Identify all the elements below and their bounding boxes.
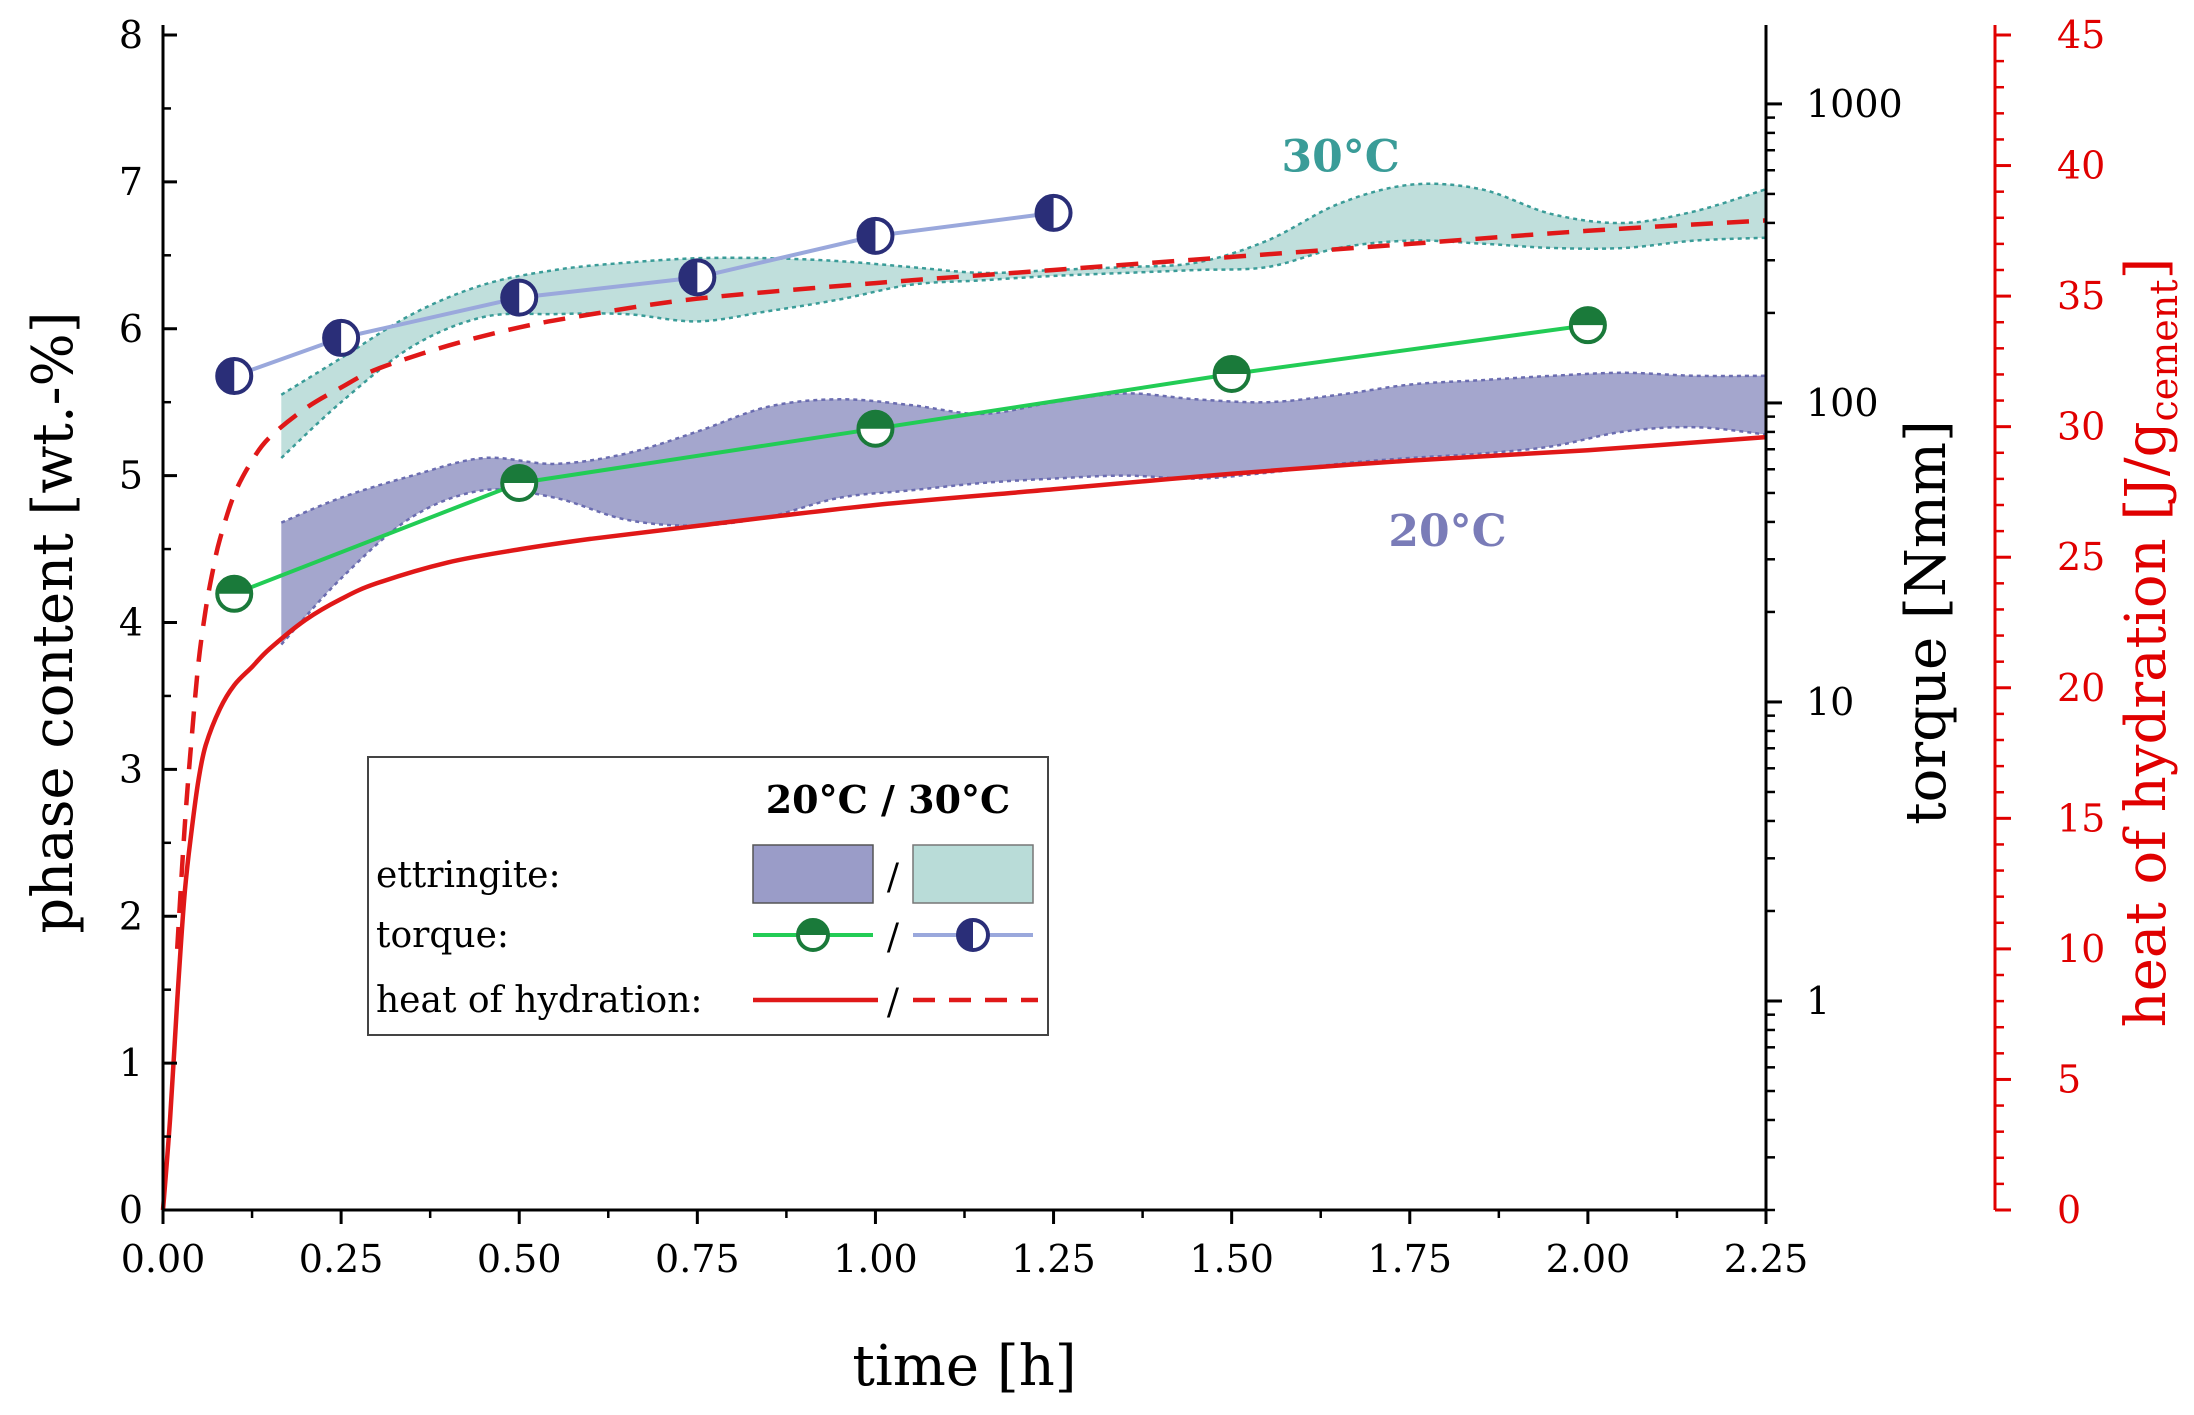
y-tick-label: 7 (119, 160, 143, 204)
band-lower-edge-1 (280, 236, 1767, 459)
torque-lines (215, 193, 1607, 613)
x-tick-label: 1.75 (1367, 1237, 1452, 1281)
annotation-1: 20°C (1388, 506, 1506, 557)
legend-header: 20°C / 30°C (766, 777, 1011, 822)
annotation-0: 30°C (1282, 132, 1400, 183)
x-tick-label: 0.25 (299, 1237, 384, 1281)
x-tick-label: 1.25 (1011, 1237, 1096, 1281)
torque-marker-1-5 (1034, 193, 1073, 232)
heat-axis-title-end: ] (2114, 258, 2179, 280)
heat-tick-label: 25 (2057, 535, 2105, 579)
torque-marker-0-0 (215, 574, 254, 613)
x-tick-label: 0.50 (477, 1237, 562, 1281)
heat-axis-title: heat of hydration [J/gcement] (2114, 258, 2186, 1028)
y-tick-label: 5 (119, 454, 143, 498)
torque-tick-label: 100 (1806, 381, 1879, 425)
y-tick-label: 4 (119, 601, 143, 645)
y-tick-label: 8 (119, 13, 143, 57)
left-axis-title: phase content [wt.-%] (21, 311, 86, 933)
torque-tick-label: 1 (1806, 979, 1830, 1023)
heat-tick-label: 20 (2057, 666, 2105, 710)
heat-axis-title-sub: cement (2142, 279, 2186, 421)
y-tick-label: 6 (119, 307, 143, 351)
x-tick-label: 1.50 (1189, 1237, 1274, 1281)
legend-torque-30-marker (956, 918, 990, 952)
torque-marker-1-2 (500, 278, 539, 317)
heat-tick-label: 0 (2057, 1188, 2081, 1232)
y-tick-label: 0 (119, 1188, 143, 1232)
legend-separator-0: / (887, 857, 900, 898)
heat-tick-label: 45 (2057, 13, 2105, 57)
x-tick-label: 1.00 (833, 1237, 918, 1281)
axes: 0.00 0.25 0.50 0.75 1.00 1.25 1.50 1.75 2.00 2.25… (21, 13, 2186, 1399)
band-fill-0 (281, 372, 1766, 645)
heat-line-0 (160, 434, 1767, 1211)
x-tick-label: 0.00 (121, 1237, 206, 1281)
heat-tick-label: 30 (2057, 405, 2105, 449)
heat-tick-label: 5 (2057, 1057, 2081, 1101)
legend-separator-2: / (887, 982, 900, 1023)
band-upper-edge-1 (280, 182, 1767, 396)
torque-tick-label: 10 (1806, 680, 1854, 724)
torque-axis-title: torque [Nmm] (1894, 420, 1959, 825)
y-tick-label: 3 (119, 747, 143, 791)
heat-line-1 (174, 218, 1767, 950)
torque-marker-0-1 (500, 463, 539, 502)
torque-marker-0-4 (1568, 306, 1607, 345)
torque-marker-1-0 (215, 357, 254, 396)
heat-lines (160, 218, 1767, 1211)
legend-swatch-ettringite-20 (752, 844, 874, 904)
band-upper-edge-0 (280, 371, 1767, 524)
legend-separator-1: / (887, 917, 900, 958)
y-tick-label: 1 (119, 1041, 143, 1085)
legend-label-1: torque: (376, 915, 509, 956)
x-axis-title: time [h] (852, 1334, 1076, 1399)
heat-tick-label: 35 (2057, 274, 2105, 318)
torque-marker-1-4 (856, 216, 895, 255)
torque-marker-0-3 (1212, 354, 1251, 393)
y-tick-label: 2 (119, 894, 143, 938)
legend-label-2: heat of hydration: (376, 980, 703, 1021)
legend-label-0: ettringite: (376, 855, 561, 896)
torque-tick-label: 1000 (1806, 82, 1903, 126)
torque-marker-1-3 (678, 258, 717, 297)
heat-axis-title-main: heat of hydration [J/g (2114, 422, 2179, 1028)
torque-marker-0-2 (856, 409, 895, 448)
legend: 20°C / 30°C ettringite: / torque: / heat of h… (367, 756, 1049, 1036)
legend-swatch-ettringite-30 (912, 844, 1034, 904)
x-tick-label: 2.25 (1724, 1237, 1809, 1281)
heat-tick-label: 15 (2057, 796, 2105, 840)
legend-torque-20-marker (796, 918, 830, 952)
x-tick-label: 0.75 (655, 1237, 740, 1281)
annotations: 30°C 20°C (1282, 132, 1507, 558)
x-tick-label: 2.00 (1546, 1237, 1631, 1281)
heat-tick-label: 10 (2057, 927, 2105, 971)
torque-marker-1-1 (322, 318, 361, 357)
heat-tick-label: 40 (2057, 144, 2105, 188)
